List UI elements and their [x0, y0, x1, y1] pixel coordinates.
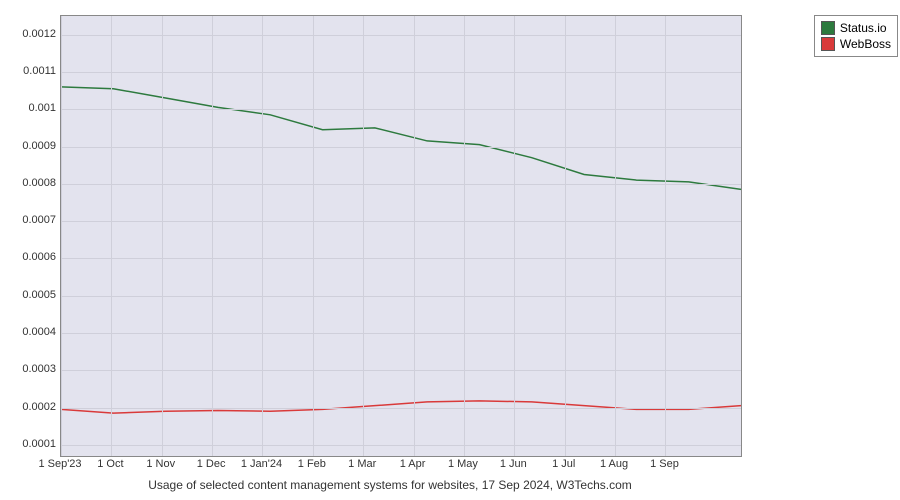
gridline-v — [363, 16, 364, 456]
y-tick-label: 0.0012 — [6, 28, 56, 40]
gridline-h — [61, 35, 741, 36]
gridline-h — [61, 258, 741, 259]
legend-item: Status.io — [821, 20, 891, 36]
x-tick-label: 1 Sep'23 — [38, 458, 81, 470]
x-tick-label: 1 Jul — [552, 458, 575, 470]
y-tick-label: 0.0007 — [6, 214, 56, 226]
gridline-h — [61, 370, 741, 371]
chart-container: Status.io WebBoss Usage of selected conte… — [0, 0, 900, 500]
plot-area — [60, 15, 742, 457]
y-tick-label: 0.0004 — [6, 326, 56, 338]
gridline-h — [61, 296, 741, 297]
legend-item: WebBoss — [821, 36, 891, 52]
gridline-v — [514, 16, 515, 456]
x-tick-label: 1 Jun — [500, 458, 527, 470]
gridline-h — [61, 445, 741, 446]
x-tick-label: 1 Feb — [298, 458, 326, 470]
gridline-v — [615, 16, 616, 456]
y-tick-label: 0.0008 — [6, 177, 56, 189]
gridline-h — [61, 147, 741, 148]
y-tick-label: 0.0005 — [6, 289, 56, 301]
y-tick-label: 0.0009 — [6, 140, 56, 152]
series-line — [61, 87, 741, 190]
gridline-h — [61, 408, 741, 409]
chart-caption: Usage of selected content management sys… — [0, 478, 780, 492]
legend-swatch — [821, 21, 835, 35]
gridline-v — [565, 16, 566, 456]
gridline-h — [61, 184, 741, 185]
x-tick-label: 1 Dec — [197, 458, 226, 470]
gridline-v — [262, 16, 263, 456]
gridline-v — [313, 16, 314, 456]
gridline-v — [162, 16, 163, 456]
gridline-h — [61, 221, 741, 222]
x-tick-label: 1 Mar — [348, 458, 376, 470]
line-layer — [61, 16, 741, 456]
y-tick-label: 0.0002 — [6, 401, 56, 413]
legend: Status.io WebBoss — [814, 15, 898, 57]
x-tick-label: 1 May — [448, 458, 478, 470]
x-tick-label: 1 Aug — [600, 458, 628, 470]
x-tick-label: 1 Oct — [97, 458, 123, 470]
y-tick-label: 0.0003 — [6, 363, 56, 375]
gridline-v — [212, 16, 213, 456]
y-tick-label: 0.0001 — [6, 438, 56, 450]
y-tick-label: 0.0011 — [6, 65, 56, 77]
x-tick-label: 1 Apr — [400, 458, 426, 470]
legend-label: Status.io — [840, 21, 887, 35]
gridline-v — [464, 16, 465, 456]
x-tick-label: 1 Nov — [146, 458, 175, 470]
y-tick-label: 0.0006 — [6, 251, 56, 263]
gridline-v — [414, 16, 415, 456]
gridline-v — [111, 16, 112, 456]
legend-label: WebBoss — [840, 37, 891, 51]
x-tick-label: 1 Sep — [650, 458, 679, 470]
gridline-v — [61, 16, 62, 456]
legend-swatch — [821, 37, 835, 51]
gridline-h — [61, 333, 741, 334]
gridline-h — [61, 109, 741, 110]
y-tick-label: 0.001 — [6, 102, 56, 114]
gridline-h — [61, 72, 741, 73]
gridline-v — [665, 16, 666, 456]
x-tick-label: 1 Jan'24 — [241, 458, 282, 470]
